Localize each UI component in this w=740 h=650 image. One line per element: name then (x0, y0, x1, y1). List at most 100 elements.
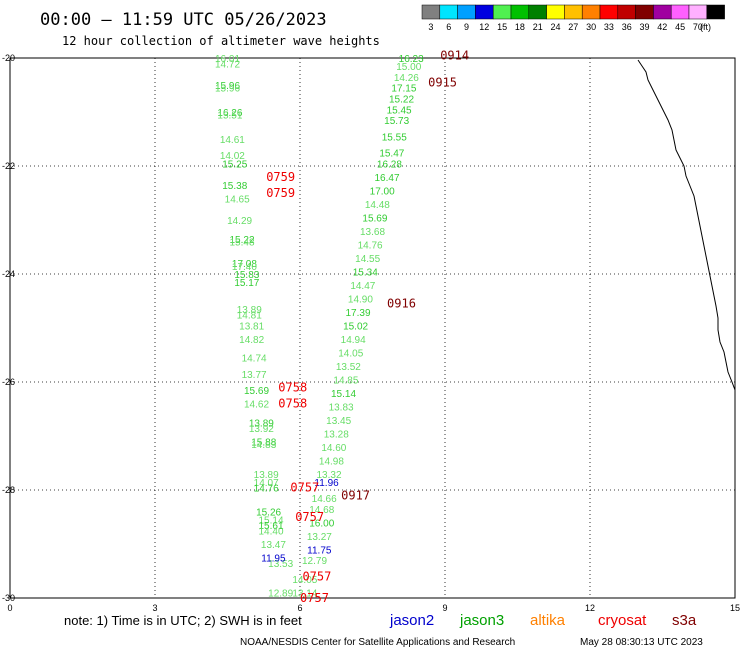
wave-height-point: 13.52 (336, 362, 361, 373)
wave-height-point: 11.75 (307, 545, 332, 556)
scale-swatch (475, 4, 494, 20)
wave-height-point: 15.45 (387, 105, 412, 116)
wave-height-point: 15.25 (222, 159, 247, 170)
scale-swatch (439, 4, 458, 20)
plot-axes: 0 3 6 9 12 15 -20 -22 -24 -26 -28 -30 (2, 53, 740, 613)
wave-height-point: 14.48 (365, 200, 390, 211)
y-tick-label: -22 (2, 161, 15, 171)
legend-altika: altika (530, 612, 566, 629)
color-scale: 3 6 9 12 15 18 21 24 27 30 33 36 39 42 45 70 (421, 4, 725, 32)
x-tick-label: 12 (585, 603, 595, 613)
wave-height-point: 14.65 (225, 194, 250, 205)
wave-height-point: 14.29 (227, 216, 252, 227)
wave-height-point: 14.26 (394, 73, 419, 84)
footer-timestamp: May 28 08:30:13 UTC 2023 (580, 637, 703, 648)
scale-swatch (457, 4, 476, 20)
wave-height-point: 14.07 (254, 478, 279, 489)
wave-height-point: 16.00 (309, 518, 334, 529)
wave-height-point: 15.51 (217, 111, 242, 122)
wave-height-point: 12.89 (268, 589, 293, 600)
scale-swatch (670, 4, 690, 20)
wave-height-point: 14.74 (242, 354, 267, 365)
wave-height-point: 13.89 (254, 470, 279, 481)
scale-swatch (706, 4, 725, 20)
scale-swatch (581, 4, 601, 20)
wave-height-point: 17.08 (232, 259, 257, 270)
wave-height-point: 16.23 (399, 54, 424, 65)
x-tick-label: 15 (730, 603, 740, 613)
wave-height-point: 14.76 (358, 240, 383, 251)
pass-time-label: 0757 (302, 569, 331, 583)
wave-height-point: 13.68 (360, 227, 385, 238)
scale-label: 3 (428, 22, 433, 32)
scale-swatch (546, 4, 565, 20)
pass-time-label: 0757 (290, 480, 319, 494)
wave-height-point: 13.89 (237, 305, 262, 316)
wave-height-point: 15.88 (251, 437, 276, 448)
wave-height-point: 14.90 (348, 294, 373, 305)
wave-height-point: 14.98 (319, 456, 344, 467)
scale-label: 70 (693, 22, 703, 32)
footer-agency: NOAA/NESDIS Center for Satellite Applica… (240, 637, 515, 648)
wave-height-point: 16.26 (217, 108, 242, 119)
wave-height-point: 14.85 (333, 375, 358, 386)
chart-title: 00:00 – 11:59 UTC 05/26/2023 (40, 10, 327, 30)
pass-time-label: 0758 (278, 397, 307, 411)
wave-height-point: 13.28 (324, 429, 349, 440)
legend-s3a: s3a (672, 612, 697, 629)
scale-label: 18 (515, 22, 525, 32)
wave-height-point: 15.17 (234, 278, 259, 289)
wave-height-point: 14.40 (258, 527, 283, 538)
wave-height-point: 13.83 (329, 402, 354, 413)
pass-time-label: 0914 (440, 48, 469, 62)
scale-label: 6 (446, 22, 451, 32)
scale-label: 30 (586, 22, 596, 32)
wave-height-point: 14.76 (254, 483, 279, 494)
wave-height-point: 11.95 (261, 554, 286, 565)
scale-label: 27 (568, 22, 578, 32)
scale-swatch (653, 4, 672, 20)
y-tick-label: -28 (2, 485, 15, 495)
wave-height-point: 15.69 (362, 213, 387, 224)
wave-height-point: 12.79 (302, 556, 327, 567)
wave-height-point: 14.66 (312, 494, 337, 505)
wave-height-point: 13.89 (249, 419, 274, 430)
wave-height-point: 15.96 (215, 81, 240, 92)
scale-label: 45 (675, 22, 685, 32)
wave-height-point: 14.81 (237, 311, 262, 322)
plot-frame (9, 57, 736, 599)
wave-height-point: 13.45 (326, 416, 351, 427)
wave-height-point: 15.00 (396, 62, 421, 73)
pass-time-label: 0757 (295, 510, 324, 524)
pass-time-label: 0757 (300, 591, 329, 605)
scale-swatch (564, 4, 583, 20)
wave-height-point: 15.69 (244, 386, 269, 397)
wave-height-point: 15.34 (353, 267, 378, 278)
wave-height-point: 14.02 (220, 151, 245, 162)
pass-time-label: 0759 (266, 186, 295, 200)
wave-height-point: 15.14 (258, 516, 283, 527)
legend-jason2: jason2 (389, 612, 434, 629)
wave-height-point: 17.00 (370, 186, 395, 197)
x-tick-label: 9 (442, 603, 447, 613)
scale-swatch (528, 4, 547, 20)
plot-grid (10, 58, 735, 598)
wave-height-point: 14.83 (251, 440, 276, 451)
scale-label: 42 (657, 22, 667, 32)
wave-height-point: 15.22 (389, 95, 414, 106)
scale-swatch (492, 4, 512, 20)
wave-height-point: 14.62 (244, 400, 269, 411)
legend-note: note: 1) Time is in UTC; 2) SWH is in fe… (64, 613, 302, 628)
y-tick-label: -20 (2, 53, 15, 63)
wave-height-point: 17.15 (391, 84, 416, 95)
legend-cryosat: cryosat (598, 612, 647, 629)
wave-height-point: 13.92 (249, 424, 274, 435)
wave-height-point: 14.55 (355, 254, 380, 265)
pass-time-label: 0915 (428, 75, 457, 89)
scale-label: 12 (479, 22, 489, 32)
pass-time-label: 0758 (278, 380, 307, 394)
wave-height-point: 16.28 (377, 159, 402, 170)
scale-label: 21 (533, 22, 543, 32)
scale-swatch (510, 4, 530, 20)
